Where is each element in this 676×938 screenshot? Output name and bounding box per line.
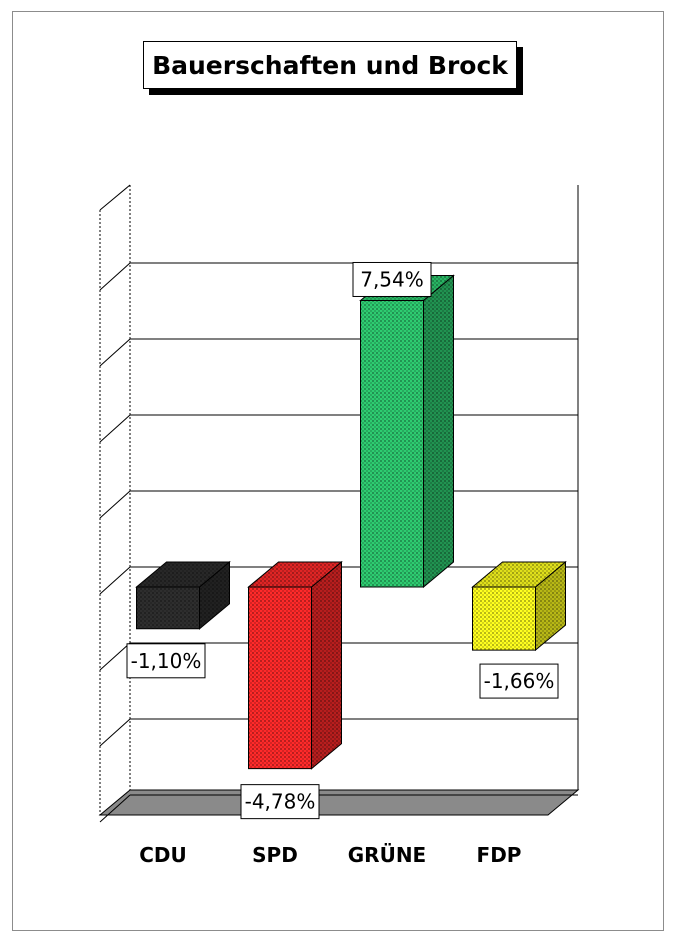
category-label-fdp: FDP (477, 843, 522, 867)
value-label-text: 7,54% (360, 267, 424, 291)
gridline-side (99, 414, 131, 443)
value-label-text: -4,78% (245, 790, 316, 814)
value-label-cdu: -1,10% (126, 643, 206, 679)
side-wall-top (99, 184, 131, 211)
gridline-side (99, 718, 131, 747)
value-label-text: -1,10% (131, 649, 202, 673)
grid (98, 184, 580, 823)
bar-spd (247, 560, 343, 770)
gridline-side (99, 794, 131, 823)
value-labels: -1,10% -4,78% 7,54% -1,66% (126, 261, 559, 820)
gridline-side (99, 338, 131, 367)
bar-cdu (135, 560, 231, 630)
value-label-box (479, 663, 559, 699)
value-label-grüne: 7,54% (352, 261, 432, 297)
gridline-side (99, 262, 131, 291)
gridline-side (99, 642, 131, 671)
chart-frame (12, 11, 664, 931)
value-label-spd: -4,78% (240, 784, 320, 820)
category-label-spd: SPD (252, 843, 298, 867)
gridline-side (99, 490, 131, 519)
value-label-text: -1,66% (484, 669, 555, 693)
category-labels: CDU SPD GRÜNE FDP (139, 843, 521, 867)
value-label-fdp: -1,66% (479, 663, 559, 699)
value-label-box (126, 643, 206, 679)
bars (135, 274, 567, 770)
chart-title: Bauerschaften und Brock (143, 41, 517, 89)
category-label-cdu: CDU (139, 843, 187, 867)
value-label-box (240, 784, 320, 820)
gridline-side (99, 566, 131, 595)
bar-fdp (471, 560, 567, 652)
category-label-grüne: GRÜNE (348, 843, 426, 867)
bar-grüne (359, 274, 455, 589)
value-label-box (352, 261, 432, 297)
chart-floor (98, 789, 580, 816)
